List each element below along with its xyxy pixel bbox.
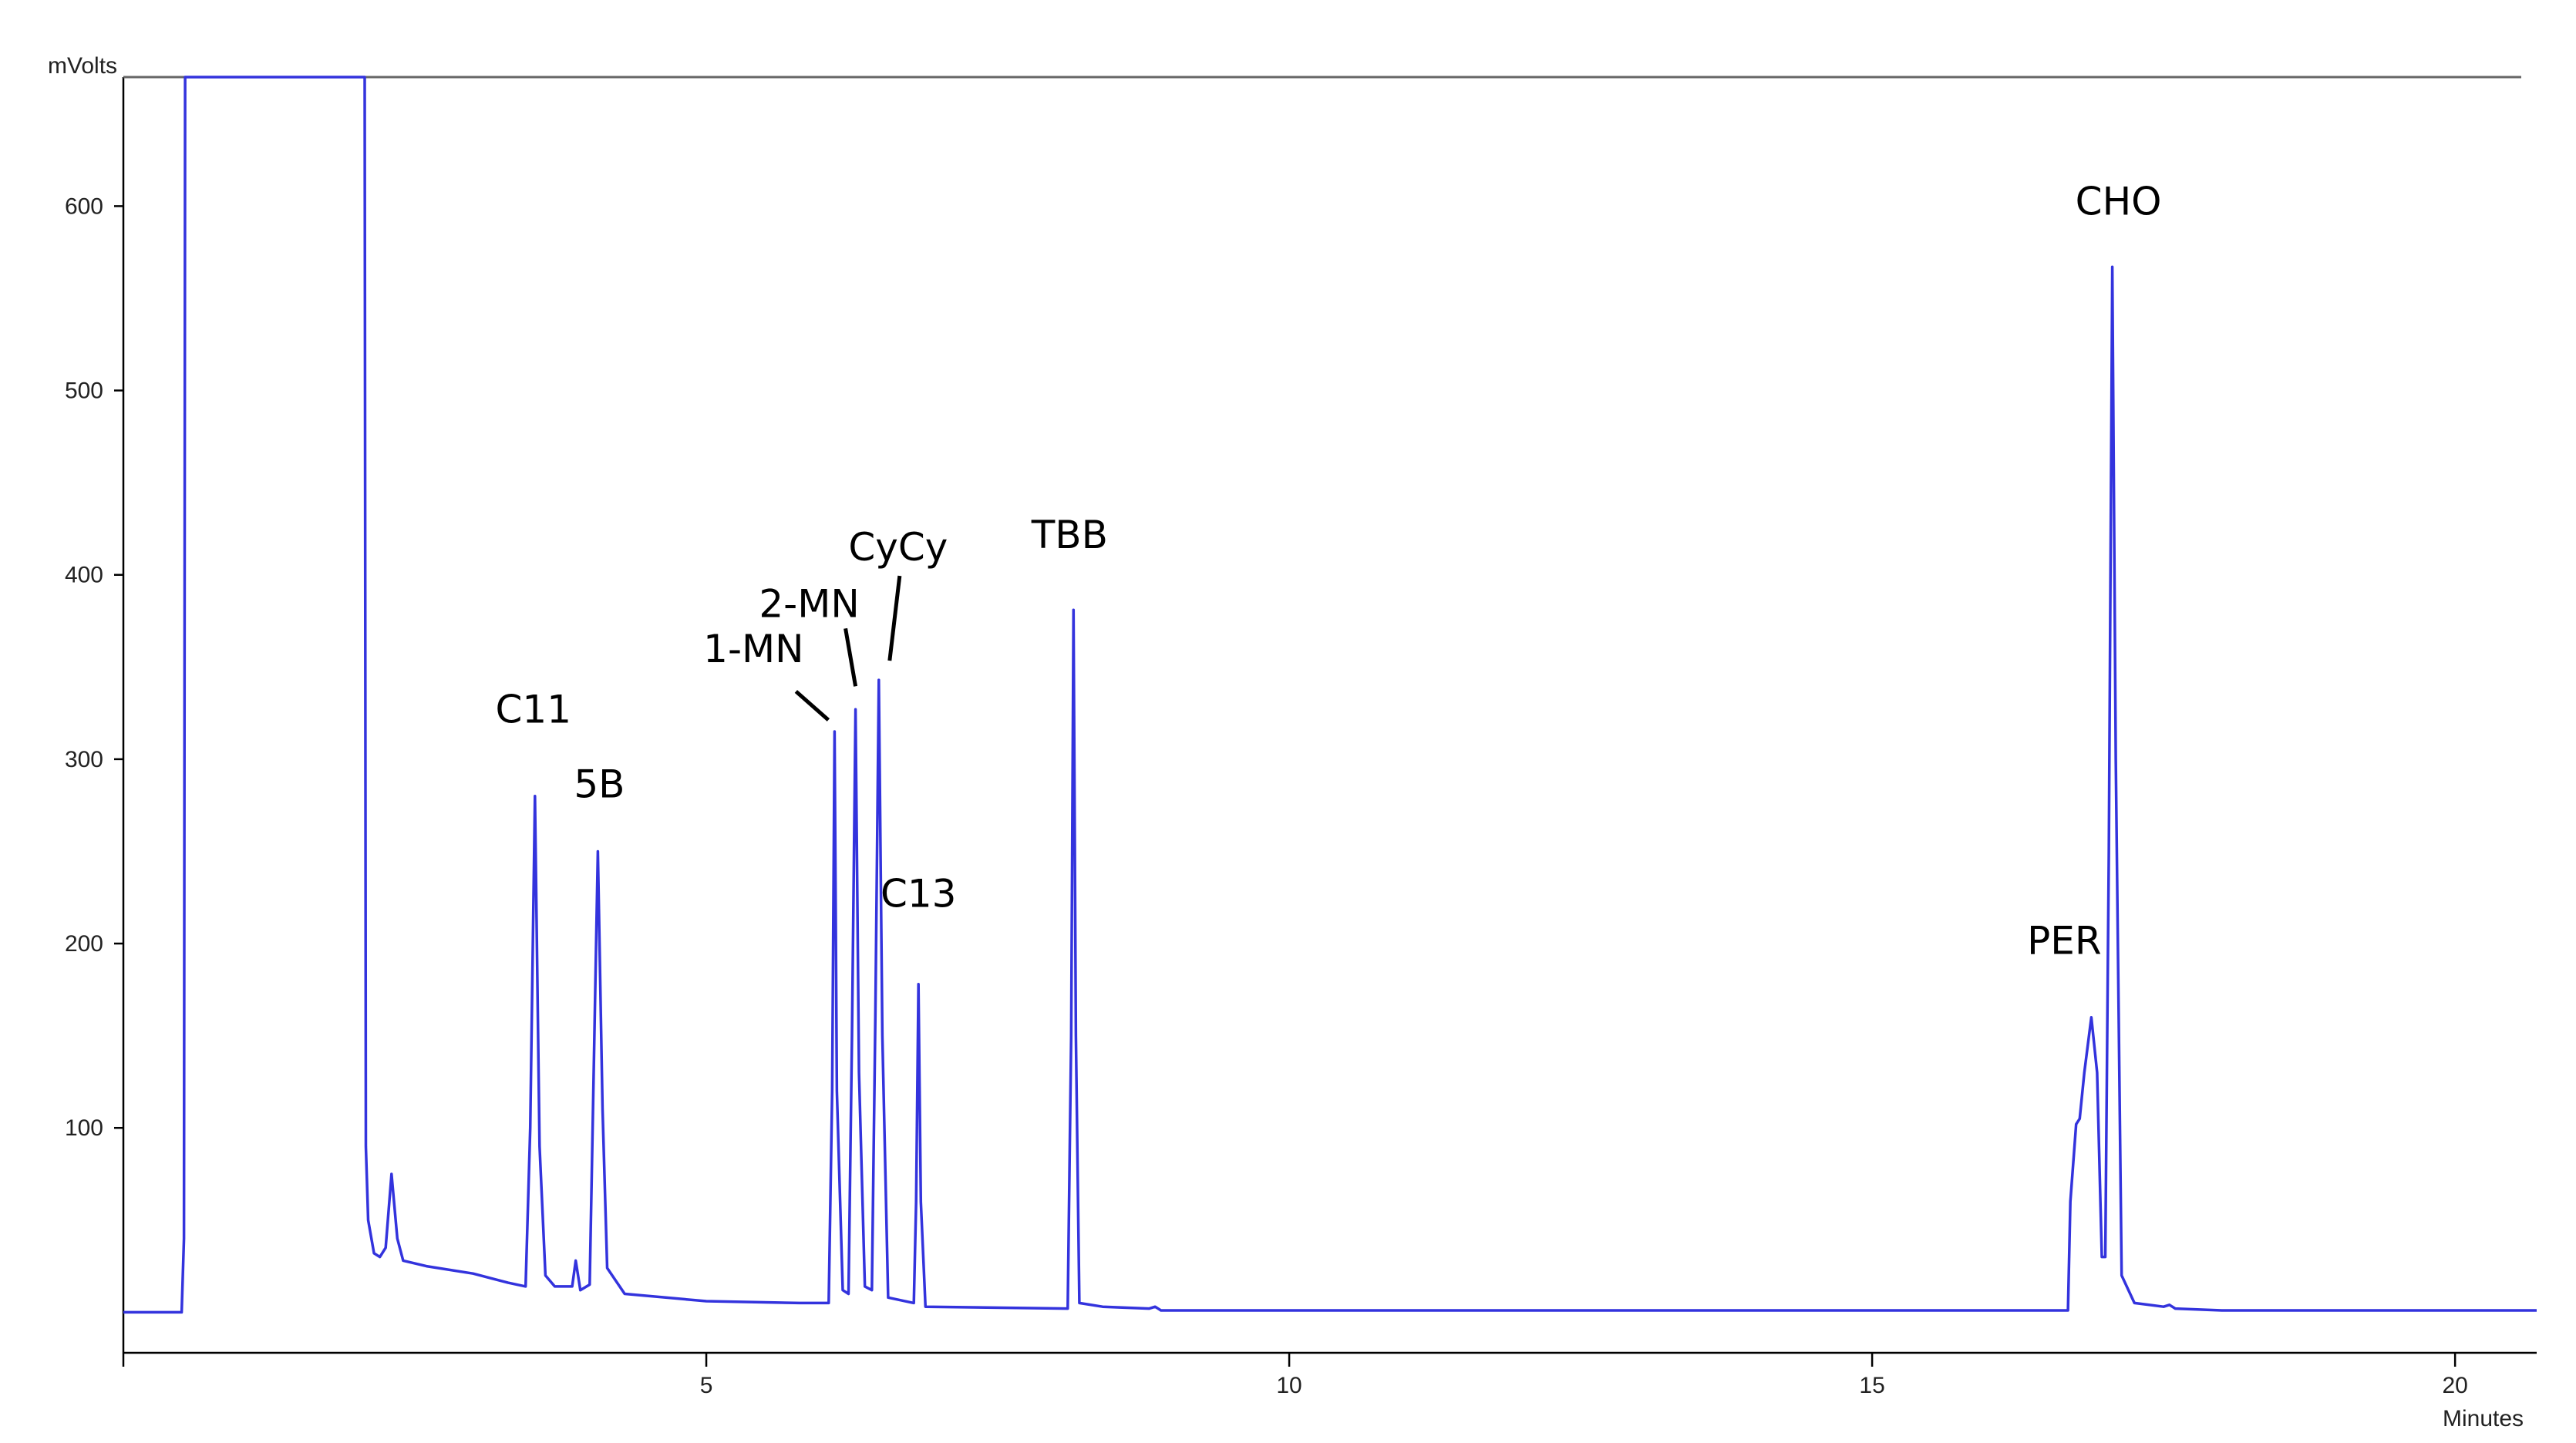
y-tick-label-600: 600 xyxy=(65,193,103,219)
y-tick-label-500: 500 xyxy=(65,378,103,404)
peak-label-c11: C11 xyxy=(495,688,571,732)
peak-leader-1-mn xyxy=(794,690,830,722)
y-tick-label-200: 200 xyxy=(65,931,103,957)
peak-label-per: PER xyxy=(2027,919,2101,964)
peak-label-2-mn: 2-MN xyxy=(759,581,859,626)
x-tick-group: 5 10 15 20 xyxy=(122,1353,2468,1398)
x-tick-label-10: 10 xyxy=(1276,1373,1301,1398)
y-tick-label-400: 400 xyxy=(65,563,103,588)
x-axis-title: Minutes xyxy=(2443,1406,2524,1431)
x-tick-label-5: 5 xyxy=(700,1373,713,1398)
y-axis-title: mVolts xyxy=(48,53,117,79)
x-tick-label-20: 20 xyxy=(2442,1373,2467,1398)
y-tick-label-100: 100 xyxy=(65,1115,103,1141)
peak-label-1-mn: 1-MN xyxy=(703,627,803,671)
peak-leader-cycy xyxy=(887,575,902,661)
x-tick-label-15: 15 xyxy=(1859,1373,1884,1398)
peak-label-c13: C13 xyxy=(881,872,957,917)
peak-label-5b: 5B xyxy=(574,762,625,806)
y-tick-label-300: 300 xyxy=(65,747,103,772)
y-tick-group: 100 200 300 400 500 600 xyxy=(65,193,123,1141)
peak-label-cycy: CyCy xyxy=(848,525,948,570)
chromatogram-trace xyxy=(123,76,2537,1314)
peak-leader-2-mn xyxy=(844,627,858,687)
peak-label-tbb: TBB xyxy=(1031,513,1108,557)
peak-label-cho: CHO xyxy=(2076,179,2162,224)
